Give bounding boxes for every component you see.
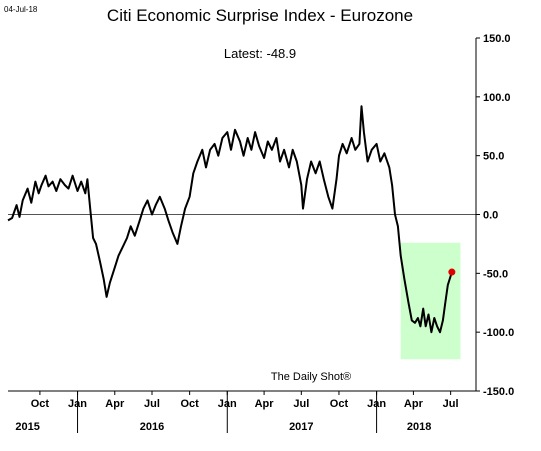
x-year-labels: 2015 2016 2017 2018 bbox=[15, 421, 431, 433]
x-year-label: 2015 bbox=[15, 421, 39, 433]
y-tick-label: -150.0 bbox=[483, 386, 514, 398]
highlight-region bbox=[400, 242, 461, 360]
y-tick-label: 150.0 bbox=[483, 33, 511, 45]
x-tick-label: Jul bbox=[293, 398, 309, 410]
x-axis: Oct Jan Apr Jul Oct Jan Apr Jul Oct Jan Apr Jul bbox=[31, 391, 459, 433]
x-tick-label: Oct bbox=[330, 398, 349, 410]
watermark: The Daily Shot® bbox=[271, 371, 351, 383]
x-tick-label: Oct bbox=[180, 398, 199, 410]
y-axis: 150.0 100.0 50.0 0.0 -50.0 -100.0 -150.0 bbox=[476, 33, 514, 398]
x-tick-label: Jul bbox=[144, 398, 160, 410]
x-year-label: 2018 bbox=[407, 421, 431, 433]
x-tick-label: Apr bbox=[255, 398, 275, 410]
y-tick-label: 50.0 bbox=[483, 151, 504, 163]
latest-point-marker bbox=[448, 268, 456, 276]
x-tick-label: Apr bbox=[105, 398, 125, 410]
chart-subtitle: Latest: -48.9 bbox=[224, 46, 296, 61]
chart-title: Citi Economic Surprise Index - Eurozone bbox=[107, 6, 413, 25]
series-line bbox=[7, 105, 453, 334]
x-year-label: 2017 bbox=[289, 421, 313, 433]
y-tick-label: 0.0 bbox=[483, 210, 498, 222]
x-tick-label: Jul bbox=[443, 398, 459, 410]
y-tick-label: 100.0 bbox=[483, 92, 511, 104]
y-tick-label: -50.0 bbox=[483, 268, 508, 280]
y-tick-label: -100.0 bbox=[483, 327, 514, 339]
x-tick-label: Apr bbox=[404, 398, 424, 410]
x-tick-label: Oct bbox=[31, 398, 50, 410]
x-year-label: 2016 bbox=[140, 421, 164, 433]
date-stamp: 04-Jul-18 bbox=[4, 5, 38, 14]
